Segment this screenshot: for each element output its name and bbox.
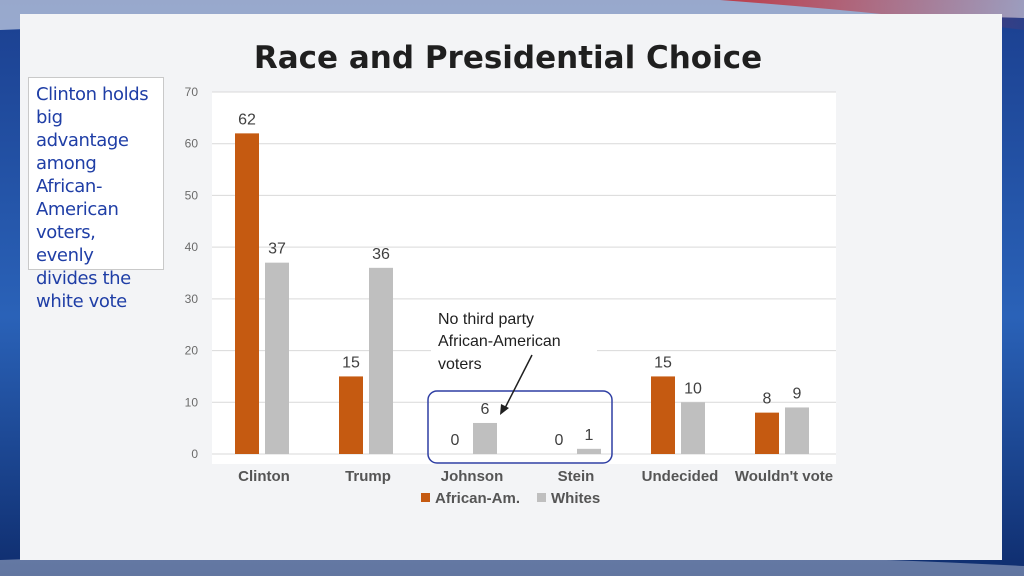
y-tick-label: 10	[185, 395, 199, 409]
bar-african-am	[235, 133, 259, 454]
bar-african-am	[339, 376, 363, 454]
bar-whites	[681, 402, 705, 454]
bar-african-am	[755, 412, 779, 454]
y-tick-label: 0	[191, 447, 198, 461]
annotation-arrow	[503, 354, 533, 411]
legend-label-whites: Whites	[551, 490, 600, 507]
highlight-box	[427, 390, 613, 464]
x-category-label: Clinton	[238, 468, 290, 485]
y-tick-label: 70	[185, 85, 199, 99]
bar-african-am	[651, 376, 675, 454]
annotation-background	[431, 303, 597, 375]
legend-label-african-am: African-Am.	[435, 490, 520, 507]
data-label: 8	[763, 391, 772, 408]
y-tick-label: 40	[185, 240, 199, 254]
legend-swatch-african-am	[421, 493, 430, 502]
data-label: 6	[481, 401, 490, 418]
data-label: 37	[268, 241, 286, 258]
data-labels: 62 37 15 36 0 6 0 1 15 10 8 9	[238, 111, 801, 449]
plot-area	[212, 92, 836, 464]
x-category-label: Undecided	[642, 468, 719, 485]
x-category-label: Johnson	[441, 468, 504, 485]
bar-whites	[473, 422, 497, 454]
legend-swatch-whites	[537, 493, 546, 502]
data-label: 10	[684, 380, 702, 397]
y-tick-label: 20	[185, 344, 199, 358]
data-label: 0	[555, 432, 564, 449]
annotation-line-2: African-American	[438, 333, 561, 350]
bar-whites	[785, 407, 809, 454]
annotation-line-3: voters	[438, 356, 482, 373]
x-axis-categories: Clinton Trump Johnson Stein Undecided Wouldn'…	[238, 468, 833, 485]
bar-whites	[265, 262, 289, 454]
x-category-label: Stein	[558, 468, 595, 485]
x-category-label: Trump	[345, 468, 391, 485]
y-tick-label: 60	[185, 137, 199, 151]
annotation-line-1: No third party	[438, 311, 534, 328]
data-label: 1	[585, 427, 594, 444]
arrow-head-icon	[500, 404, 509, 415]
bar-whites	[577, 448, 601, 454]
y-tick-label: 30	[185, 292, 199, 306]
bar-whites	[369, 267, 393, 454]
bars	[235, 133, 809, 454]
x-category-label: Wouldn't vote	[735, 468, 833, 485]
y-axis-ticks: 0 10 20 30 40 50 60 70	[185, 85, 199, 461]
data-label: 36	[372, 246, 390, 263]
callout-box: Clinton holds big advantage among Africa…	[28, 77, 164, 312]
data-label: 0	[451, 432, 460, 449]
data-label: 9	[793, 385, 802, 402]
y-tick-label: 50	[185, 188, 199, 202]
data-label: 15	[654, 354, 672, 371]
legend: African-Am. Whites	[421, 490, 600, 507]
data-label: 15	[342, 354, 360, 371]
slide-title: Race and Presidential Choice	[253, 40, 763, 76]
data-label: 62	[238, 111, 256, 128]
